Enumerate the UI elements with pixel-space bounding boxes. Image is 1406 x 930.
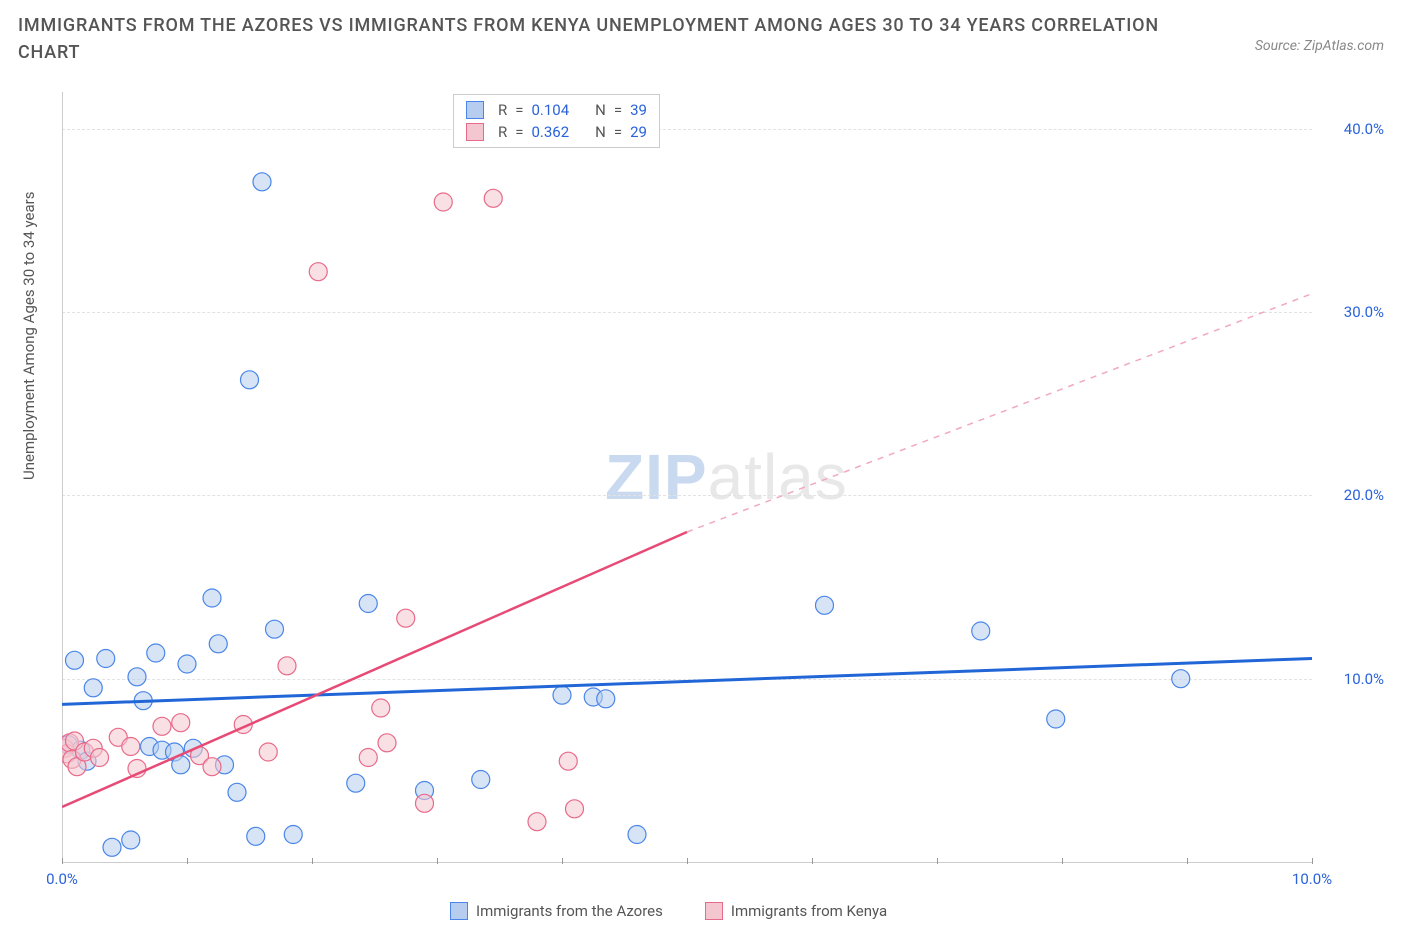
data-point: [816, 596, 834, 614]
data-point: [103, 838, 121, 856]
data-point: [528, 813, 546, 831]
data-point: [209, 635, 227, 653]
y-axis-label: Unemployment Among Ages 30 to 34 years: [20, 192, 38, 480]
data-point: [241, 371, 259, 389]
data-point: [597, 690, 615, 708]
data-point: [372, 699, 390, 717]
legend-label-kenya: Immigrants from Kenya: [731, 902, 887, 920]
y-tick-label: 40.0%: [1344, 120, 1384, 138]
data-point: [178, 655, 196, 673]
scatter-plot: [62, 92, 1312, 862]
trend-line: [62, 659, 1312, 705]
data-point: [122, 831, 140, 849]
data-point: [397, 609, 415, 627]
swatch-azores: [450, 902, 468, 920]
y-tick-label: 30.0%: [1344, 303, 1384, 321]
swatch-kenya: [705, 902, 723, 920]
data-point: [1047, 710, 1065, 728]
data-point: [472, 771, 490, 789]
data-point: [128, 668, 146, 686]
data-point: [84, 679, 102, 697]
data-point: [416, 794, 434, 812]
legend-item-azores: Immigrants from the Azores: [450, 902, 663, 920]
data-point: [1172, 670, 1190, 688]
data-point: [66, 651, 84, 669]
data-point: [266, 620, 284, 638]
trend-line: [687, 294, 1312, 532]
stats-row-kenya: R= 0.362 N= 29: [466, 121, 647, 143]
data-point: [434, 193, 452, 211]
data-point: [278, 657, 296, 675]
n-value-kenya: 29: [630, 123, 647, 141]
data-point: [91, 749, 109, 767]
legend-label-azores: Immigrants from the Azores: [476, 902, 663, 920]
data-point: [228, 783, 246, 801]
r-value-kenya: 0.362: [531, 123, 569, 141]
data-point: [553, 686, 571, 704]
legend-item-kenya: Immigrants from Kenya: [705, 902, 887, 920]
stats-row-azores: R= 0.104 N= 39: [466, 99, 647, 121]
data-point: [247, 827, 265, 845]
x-tick-label: 0.0%: [46, 870, 78, 888]
data-point: [972, 622, 990, 640]
data-point: [153, 717, 171, 735]
stats-legend: R= 0.104 N= 39 R= 0.362 N= 29: [453, 94, 660, 148]
data-point: [628, 826, 646, 844]
data-point: [378, 734, 396, 752]
n-value-azores: 39: [630, 101, 647, 119]
data-point: [203, 758, 221, 776]
data-point: [309, 263, 327, 281]
swatch-azores: [466, 101, 484, 119]
swatch-kenya: [466, 123, 484, 141]
data-point: [203, 589, 221, 607]
trend-line: [62, 532, 687, 807]
data-point: [566, 800, 584, 818]
data-point: [359, 595, 377, 613]
r-value-azores: 0.104: [531, 101, 569, 119]
data-point: [484, 189, 502, 207]
chart-title: IMMIGRANTS FROM THE AZORES VS IMMIGRANTS…: [18, 12, 1206, 66]
data-point: [122, 738, 140, 756]
data-point: [97, 650, 115, 668]
data-point: [284, 826, 302, 844]
y-tick-label: 10.0%: [1344, 670, 1384, 688]
data-point: [147, 644, 165, 662]
data-point: [359, 749, 377, 767]
data-point: [347, 774, 365, 792]
source-attribution: Source: ZipAtlas.com: [1255, 38, 1384, 54]
data-point: [259, 743, 277, 761]
series-legend: Immigrants from the Azores Immigrants fr…: [450, 902, 887, 920]
data-point: [253, 173, 271, 191]
data-point: [559, 752, 577, 770]
y-tick-label: 20.0%: [1344, 486, 1384, 504]
data-point: [172, 714, 190, 732]
x-tick-label: 10.0%: [1292, 870, 1332, 888]
